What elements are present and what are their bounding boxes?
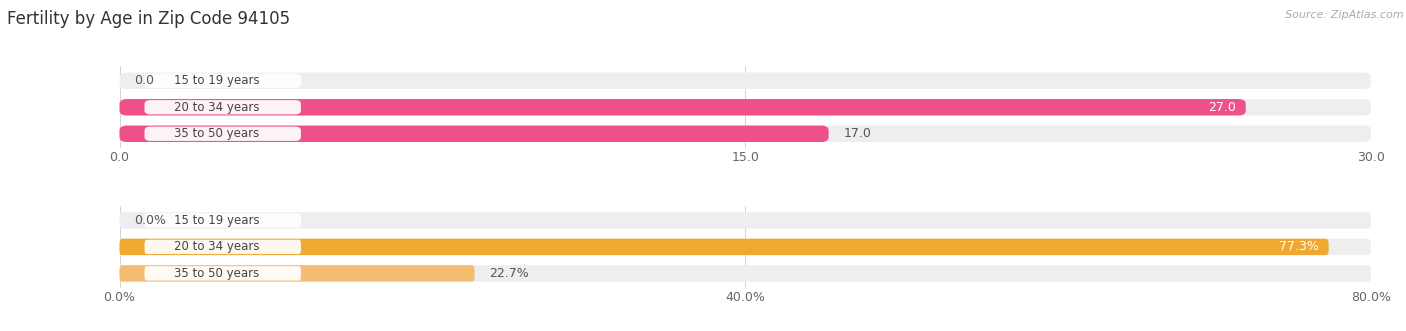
FancyBboxPatch shape <box>145 73 301 88</box>
FancyBboxPatch shape <box>120 99 1246 116</box>
FancyBboxPatch shape <box>145 266 301 281</box>
FancyBboxPatch shape <box>145 100 301 115</box>
Text: Source: ZipAtlas.com: Source: ZipAtlas.com <box>1285 10 1403 20</box>
FancyBboxPatch shape <box>145 240 301 254</box>
Text: 22.7%: 22.7% <box>489 267 529 280</box>
Text: 15 to 19 years: 15 to 19 years <box>174 214 259 227</box>
Text: 17.0: 17.0 <box>844 127 872 140</box>
FancyBboxPatch shape <box>145 213 301 227</box>
FancyBboxPatch shape <box>120 239 1329 255</box>
Text: 15 to 19 years: 15 to 19 years <box>174 74 259 87</box>
Text: 0.0: 0.0 <box>135 74 155 87</box>
FancyBboxPatch shape <box>120 125 1371 142</box>
Text: 27.0: 27.0 <box>1208 101 1236 114</box>
Text: 20 to 34 years: 20 to 34 years <box>174 101 259 114</box>
FancyBboxPatch shape <box>120 212 1371 229</box>
FancyBboxPatch shape <box>120 125 828 142</box>
Text: 20 to 34 years: 20 to 34 years <box>174 240 259 254</box>
Text: 35 to 50 years: 35 to 50 years <box>174 267 259 280</box>
Text: 0.0%: 0.0% <box>135 214 166 227</box>
Text: Fertility by Age in Zip Code 94105: Fertility by Age in Zip Code 94105 <box>7 10 290 28</box>
Text: 35 to 50 years: 35 to 50 years <box>174 127 259 140</box>
FancyBboxPatch shape <box>120 265 1371 282</box>
FancyBboxPatch shape <box>120 99 1371 116</box>
FancyBboxPatch shape <box>145 127 301 141</box>
FancyBboxPatch shape <box>120 265 475 282</box>
FancyBboxPatch shape <box>120 239 1371 255</box>
Text: 77.3%: 77.3% <box>1278 240 1319 254</box>
FancyBboxPatch shape <box>120 72 1371 89</box>
